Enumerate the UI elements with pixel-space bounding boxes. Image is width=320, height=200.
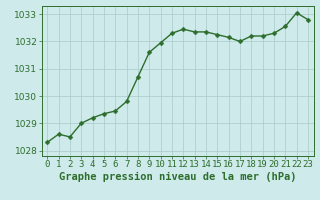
X-axis label: Graphe pression niveau de la mer (hPa): Graphe pression niveau de la mer (hPa) [59,172,296,182]
